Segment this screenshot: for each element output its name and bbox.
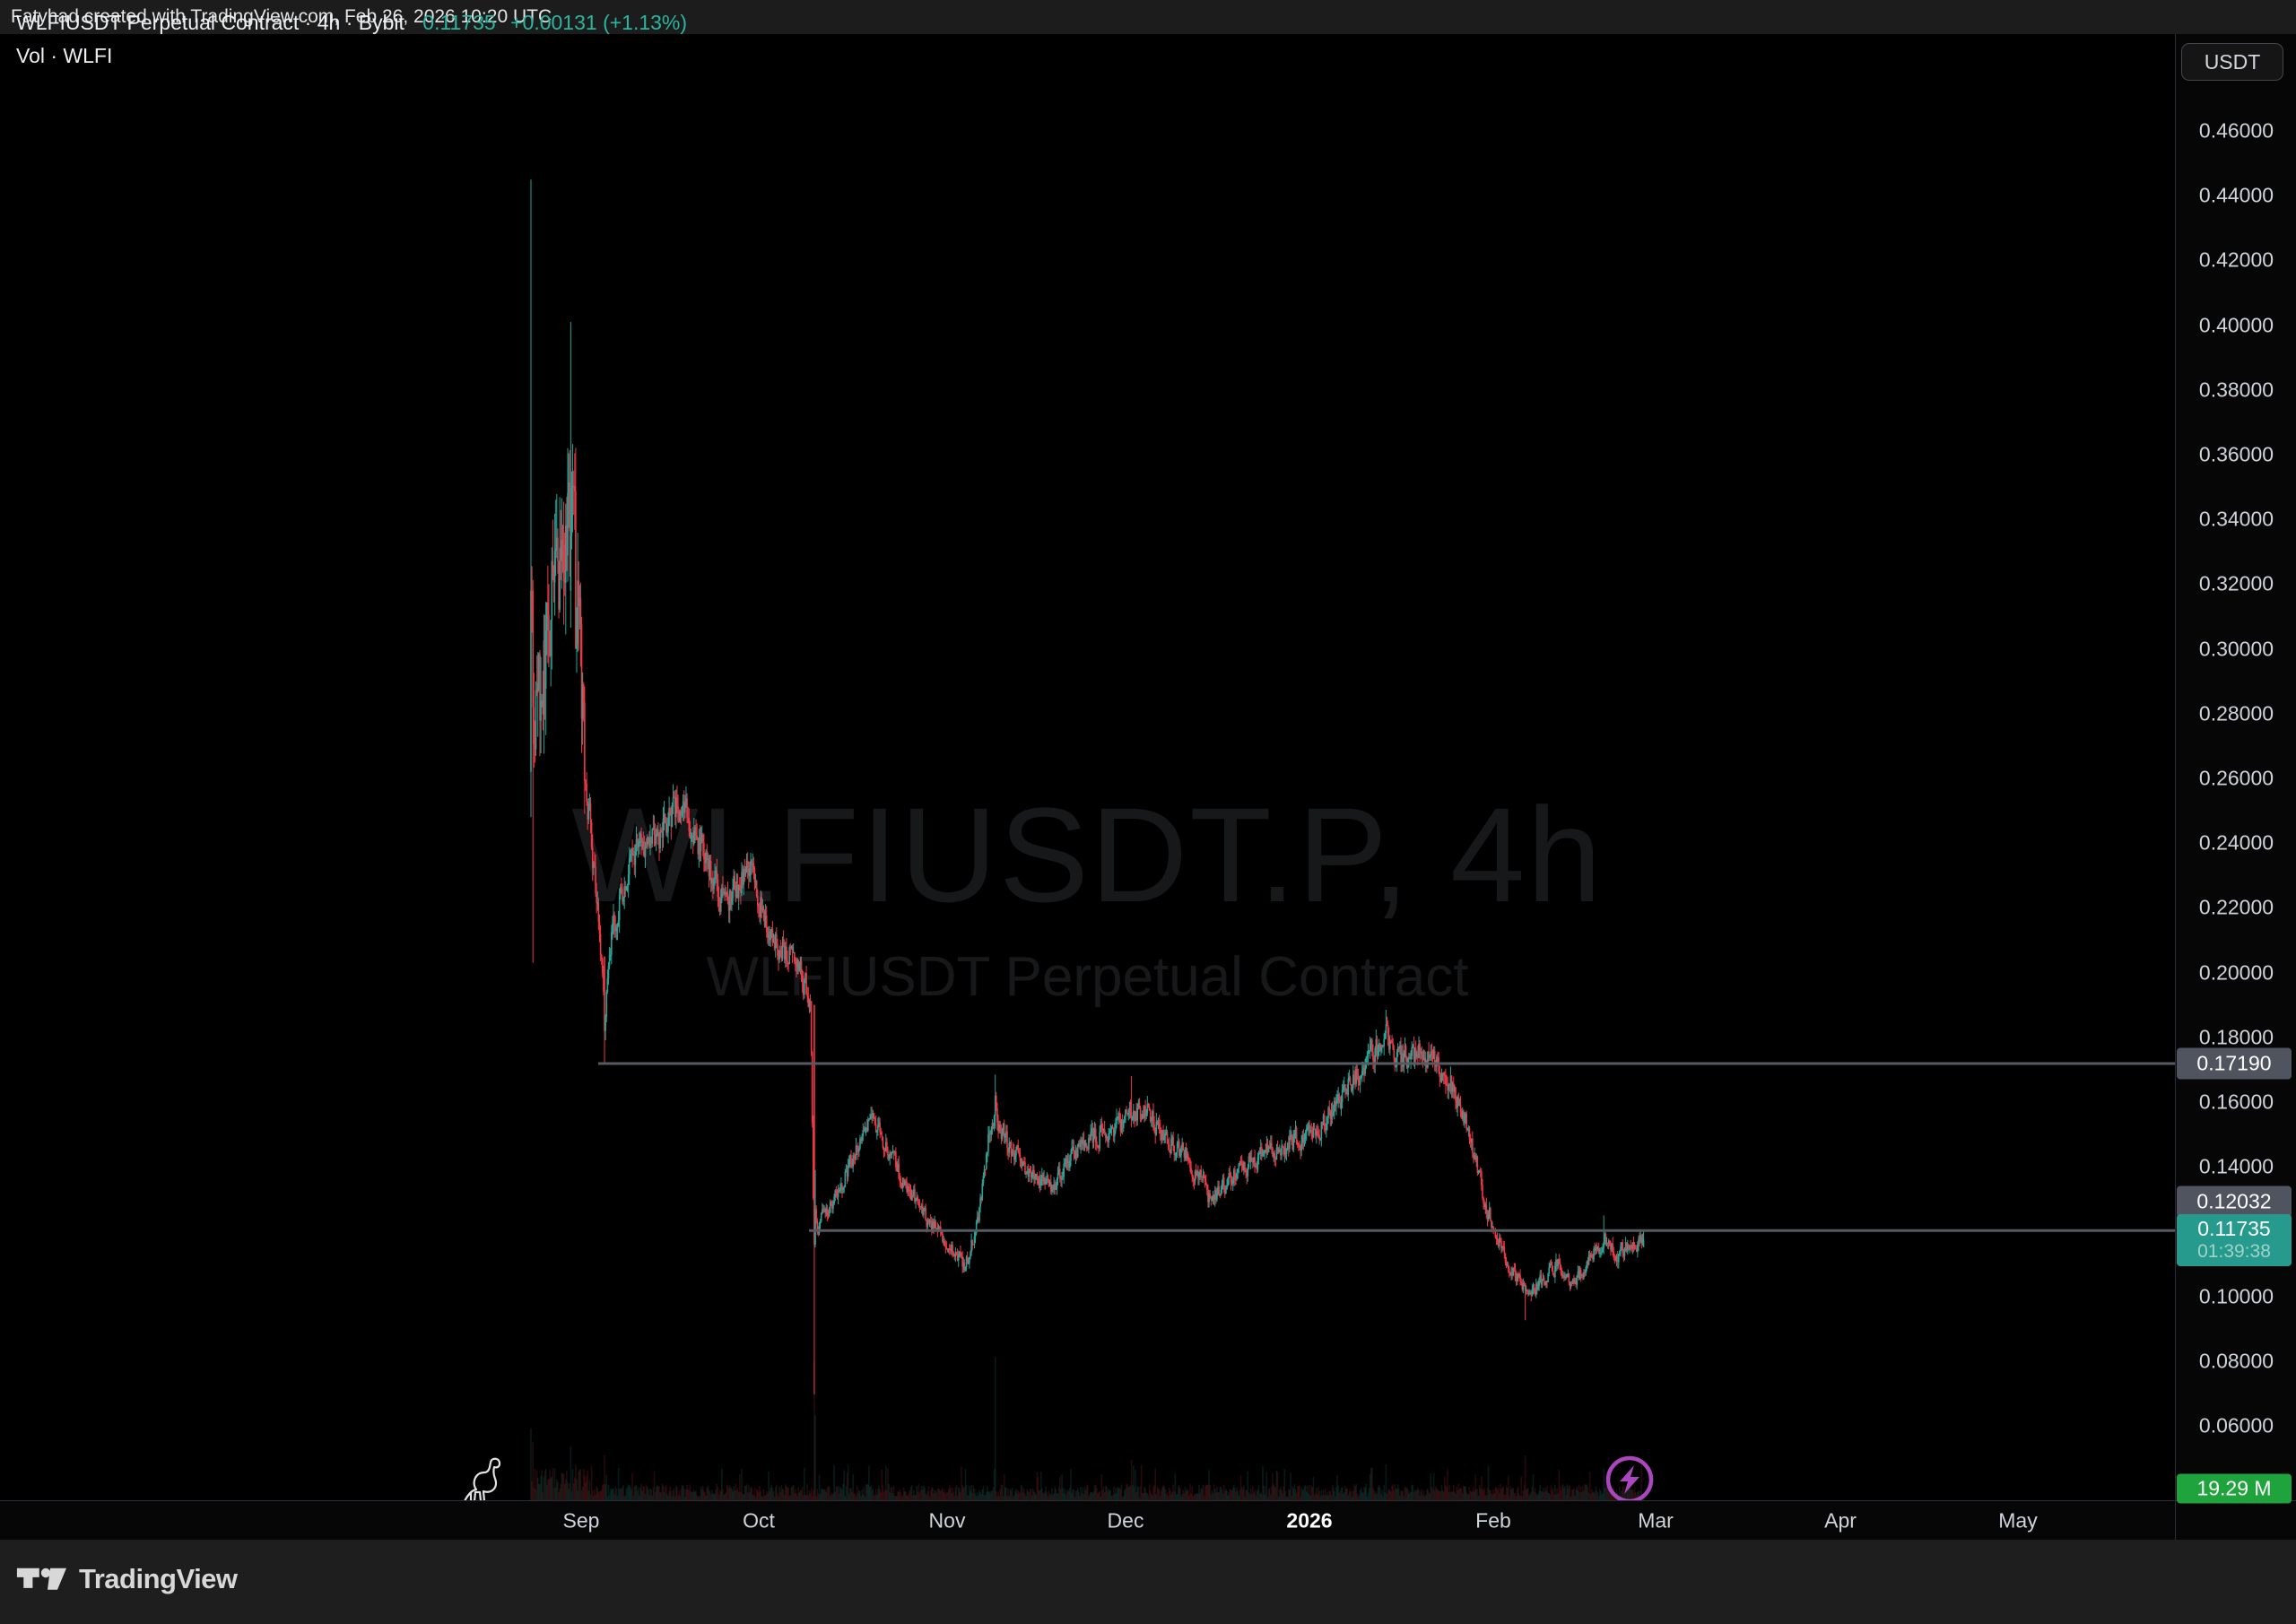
lightning-badge-icon[interactable] xyxy=(1605,1455,1655,1500)
price-tick: 0.22000 xyxy=(2198,895,2274,919)
support-price-tag: 0.12032 xyxy=(2177,1185,2292,1218)
time-tick: Sep xyxy=(562,1508,600,1532)
price-tick: 0.44000 xyxy=(2198,183,2274,207)
price-tick: 0.34000 xyxy=(2198,507,2274,531)
time-tick: May xyxy=(1998,1508,2038,1532)
last-price-tag: 0.11735 01:39:38 xyxy=(2177,1213,2292,1266)
price-tick: 0.08000 xyxy=(2198,1349,2274,1373)
price-axis[interactable]: USDT 0.46000 0.44000 0.42000 0.40000 0.38000… xyxy=(2175,34,2296,1540)
time-tick: Nov xyxy=(928,1508,966,1532)
candlestick-chart[interactable] xyxy=(0,34,2175,1500)
tradingview-mark-icon xyxy=(16,1568,66,1590)
chart-legend[interactable]: WLFIUSDT Perpetual Contract · 4h · Bybit… xyxy=(16,11,687,68)
price-tick: 0.26000 xyxy=(2198,766,2274,790)
time-axis[interactable]: Sep Oct Nov Dec 2026 Feb Mar Apr May xyxy=(0,1500,2296,1540)
axis-corner-separator xyxy=(2175,1500,2176,1540)
dinosaur-sticker-icon[interactable] xyxy=(461,1456,502,1500)
time-tick: Feb xyxy=(1475,1508,1511,1532)
time-tick: Apr xyxy=(1824,1508,1857,1532)
time-tick: Mar xyxy=(1638,1508,1674,1532)
price-tick: 0.38000 xyxy=(2198,378,2274,402)
price-tick: 0.16000 xyxy=(2198,1090,2274,1114)
time-tick: Oct xyxy=(743,1508,775,1532)
attribution-text: Fatyhad created with TradingView.com, Fe… xyxy=(11,6,552,27)
volume-value-tag: 19.29 M xyxy=(2177,1473,2292,1504)
legend-volume-study[interactable]: Vol · WLFI xyxy=(16,44,113,67)
price-tick: 0.46000 xyxy=(2198,118,2274,143)
price-tick: 0.30000 xyxy=(2198,637,2274,661)
price-tick: 0.42000 xyxy=(2198,248,2274,272)
currency-toggle-button[interactable]: USDT xyxy=(2181,43,2283,81)
price-tick: 0.40000 xyxy=(2198,313,2274,337)
price-tick: 0.20000 xyxy=(2198,960,2274,985)
legend-symbol-title[interactable]: WLFIUSDT Perpetual Contract · 4h · Bybit xyxy=(16,11,404,34)
legend-last-price: 0.11735 xyxy=(422,11,496,34)
price-tick: 0.06000 xyxy=(2198,1413,2274,1437)
price-tick: 0.14000 xyxy=(2198,1154,2274,1178)
price-tick: 0.32000 xyxy=(2198,571,2274,595)
chart-pane[interactable]: WLFIUSDT.P, 4h WLFIUSDT Perpetual Contra… xyxy=(0,34,2175,1500)
price-tick: 0.24000 xyxy=(2198,830,2274,855)
bar-countdown: 01:39:38 xyxy=(2197,1240,2271,1262)
legend-change: +0.00131 (+1.13%) xyxy=(510,11,688,34)
tradingview-brand-text: TradingView xyxy=(79,1563,238,1594)
attribution-bar: Fatyhad created with TradingView.com, Fe… xyxy=(0,0,2296,34)
price-tick: 0.28000 xyxy=(2198,701,2274,725)
price-tick: 0.36000 xyxy=(2198,442,2274,466)
tradingview-logo[interactable]: TradingView xyxy=(16,1563,238,1595)
footer-bar: TradingView xyxy=(0,1540,2296,1624)
time-tick: 2026 xyxy=(1286,1508,1333,1532)
price-tick: 0.10000 xyxy=(2198,1284,2274,1308)
resistance-price-tag: 0.17190 xyxy=(2177,1047,2292,1080)
price-tick: 0.18000 xyxy=(2198,1025,2274,1049)
time-tick: Dec xyxy=(1107,1508,1144,1532)
last-price-value: 0.11735 xyxy=(2197,1216,2271,1240)
